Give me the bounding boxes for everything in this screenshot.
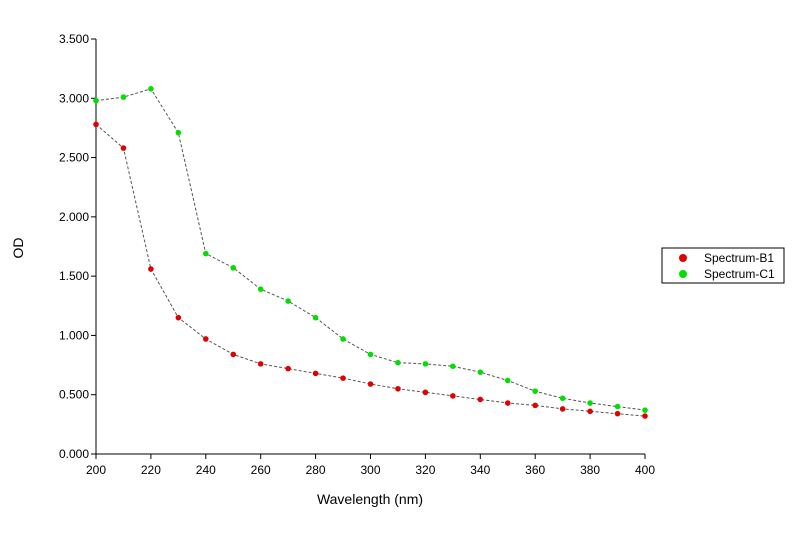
data-point xyxy=(148,266,154,272)
data-point xyxy=(450,363,456,370)
data-point xyxy=(395,385,401,392)
x-tick-label: 380 xyxy=(580,463,600,477)
y-axis-title: OD xyxy=(10,238,26,259)
data-point xyxy=(450,393,456,399)
x-tick-label: 200 xyxy=(86,463,106,477)
x-tick-label: 360 xyxy=(525,463,545,477)
series-line xyxy=(95,124,646,417)
data-point xyxy=(587,400,593,406)
y-tick-label: 1.000 xyxy=(59,328,89,342)
data-point xyxy=(559,395,566,402)
data-point xyxy=(120,145,127,151)
data-point xyxy=(395,359,401,366)
x-tick-label: 340 xyxy=(470,463,490,477)
data-point xyxy=(203,336,209,342)
data-point xyxy=(422,361,429,367)
x-axis-title: Wavelength (nm) xyxy=(317,491,423,507)
data-point xyxy=(642,413,648,419)
data-point xyxy=(504,400,511,406)
data-point xyxy=(532,388,538,394)
y-tick-label: 0.500 xyxy=(59,388,89,402)
data-point xyxy=(504,377,511,384)
data-point xyxy=(175,129,182,136)
data-point xyxy=(257,361,264,367)
data-point xyxy=(93,97,99,104)
data-point xyxy=(230,265,237,271)
series-line xyxy=(95,88,646,411)
data-point xyxy=(559,406,566,412)
data-point xyxy=(148,86,154,92)
x-tick-label: 280 xyxy=(306,463,326,477)
axes: 0.000 0.500 1.000 1.500 2.000 2.500 3.000 3.500… xyxy=(59,32,655,477)
data-point xyxy=(532,402,538,409)
y-tick-label: 3.000 xyxy=(59,91,89,105)
data-point xyxy=(340,375,346,381)
data-point xyxy=(257,286,264,292)
data-point xyxy=(422,389,429,396)
data-point xyxy=(642,407,648,413)
y-tick-label: 1.500 xyxy=(59,269,89,283)
data-point xyxy=(285,298,291,304)
data-point xyxy=(203,250,209,257)
x-tick-label: 320 xyxy=(415,463,435,477)
series-spectrum-c1 xyxy=(93,86,648,413)
x-tick-label: 400 xyxy=(635,463,655,477)
y-tick-label: 3.500 xyxy=(59,32,89,46)
data-point xyxy=(477,396,484,403)
data-point xyxy=(340,336,346,342)
data-point xyxy=(120,94,127,100)
data-point xyxy=(614,403,621,410)
legend-marker xyxy=(679,270,687,278)
x-tick-label: 240 xyxy=(196,463,216,477)
data-point xyxy=(477,369,484,375)
x-tick-label: 300 xyxy=(360,463,380,477)
data-point xyxy=(285,365,291,372)
legend-marker xyxy=(679,254,687,262)
data-point xyxy=(93,121,99,128)
data-point xyxy=(587,408,593,415)
y-tick-label: 2.000 xyxy=(59,210,89,224)
data-point xyxy=(230,351,237,358)
legend-label: Spectrum-B1 xyxy=(704,251,774,265)
series-layer xyxy=(93,86,648,419)
data-point xyxy=(614,410,621,417)
y-tick-label: 0.000 xyxy=(59,447,89,461)
x-tick-label: 220 xyxy=(141,463,161,477)
x-tick-label: 260 xyxy=(251,463,271,477)
data-point xyxy=(312,370,319,377)
legend-label: Spectrum-C1 xyxy=(704,267,775,281)
y-tick-label: 2.500 xyxy=(59,151,89,165)
data-point xyxy=(367,351,374,358)
data-point xyxy=(175,314,182,321)
data-point xyxy=(367,381,374,387)
series-spectrum-b1 xyxy=(93,121,648,419)
legend: Spectrum-B1 Spectrum-C1 xyxy=(661,247,785,284)
data-point xyxy=(312,314,319,321)
